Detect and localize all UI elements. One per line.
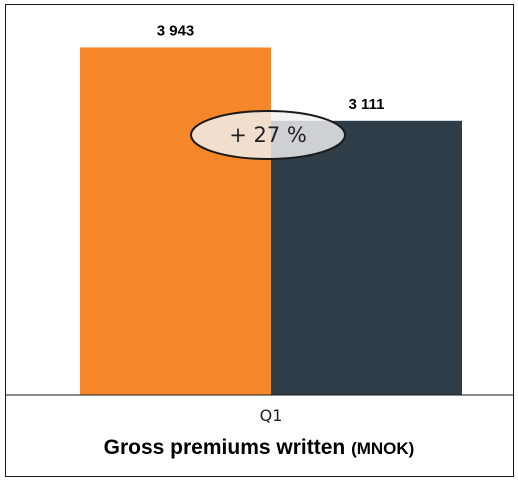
growth-annotation: + 27 % [190, 110, 346, 160]
chart-title-unit: (MNOK) [351, 439, 415, 458]
chart-title-text: Gross premiums written [103, 436, 346, 459]
growth-annotation-ellipse [190, 110, 346, 160]
data-label-series-2: 3 111 [349, 96, 385, 113]
growth-annotation-text: + 27 % [229, 123, 307, 147]
chart-title: Gross premiums written (MNOK) [0, 436, 518, 460]
bar-q1-series-1 [80, 47, 271, 395]
category-label-q1: Q1 [260, 406, 283, 425]
data-label-series-1: 3 943 [157, 22, 195, 39]
bar-q1-series-2 [271, 120, 462, 395]
